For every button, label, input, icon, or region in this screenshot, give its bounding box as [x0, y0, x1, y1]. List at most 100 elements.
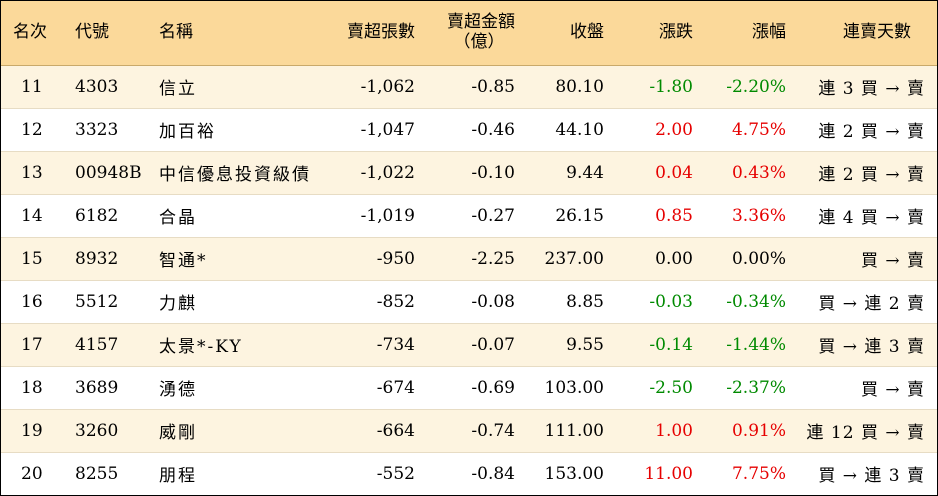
cell-net-sell-lots: -1,019 [315, 194, 423, 238]
cell-net-sell-amount: -0.85 [423, 65, 523, 109]
cell-change-pct: -2.37% [701, 366, 794, 410]
cell-change-pct: -0.34% [701, 280, 794, 324]
cell-rank: 14 [1, 194, 65, 238]
header-code[interactable]: 代號 [65, 1, 145, 66]
cell-change: 0.04 [612, 151, 701, 195]
cell-streak: 買 → 連 2 賣 [794, 280, 937, 324]
cell-change-pct: 0.00% [701, 237, 794, 281]
cell-change-pct: 0.91% [701, 409, 794, 453]
cell-code: 4303 [65, 65, 145, 109]
cell-close: 80.10 [523, 65, 612, 109]
cell-code: 5512 [65, 280, 145, 324]
table-row[interactable]: 11 4303 信立 -1,062 -0.85 80.10 -1.80 -2.20% 連 3 買… [1, 65, 937, 109]
cell-change: 0.85 [612, 194, 701, 238]
cell-rank: 19 [1, 409, 65, 453]
cell-close: 9.55 [523, 323, 612, 367]
cell-net-sell-amount: -0.69 [423, 366, 523, 410]
cell-code: 6182 [65, 194, 145, 238]
table-row[interactable]: 12 3323 加百裕 -1,047 -0.46 44.10 2.00 4.75% 連 2 買 … [1, 108, 937, 152]
cell-code: 3260 [65, 409, 145, 453]
cell-rank: 12 [1, 108, 65, 152]
cell-net-sell-amount: -0.84 [471, 463, 515, 484]
cell-code: 8932 [65, 237, 145, 281]
cell-net-sell-lots: -1,022 [315, 151, 423, 195]
header-change-pct[interactable]: 漲幅 [701, 1, 794, 66]
cell-code: 3323 [65, 108, 145, 152]
cell-streak: 連 2 買 → 賣 [794, 151, 937, 195]
table-row[interactable]: 15 8932 智通* -950 -2.25 237.00 0.00 0.00% 買 → 賣 [1, 237, 937, 281]
cell-rank: 18 [1, 366, 65, 410]
cell-name: 威剛 [145, 409, 315, 453]
cell-change: 11.00 [644, 463, 693, 484]
cell-name: 合晶 [145, 194, 315, 238]
cell-change-pct: 4.75% [701, 108, 794, 152]
cell-net-sell-lots: -950 [315, 237, 423, 281]
cell-net-sell-amount: -0.08 [423, 280, 523, 324]
table-header: 名次 代號 名稱 賣超張數 賣超金額 （億） 收盤 漲跌 漲幅 連賣天數 [1, 1, 937, 66]
cell-close: 44.10 [523, 108, 612, 152]
header-net-sell-amount[interactable]: 賣超金額 （億） [423, 1, 523, 66]
cell-net-sell-lots: -852 [315, 280, 423, 324]
table-row[interactable]: 20 8255 朋程 -552 -0.84 153.00 11.00 7.75% 買 → 連 3… [1, 452, 937, 495]
cell-rank: 13 [1, 151, 65, 195]
cell-net-sell-amount: -0.07 [423, 323, 523, 367]
table-row[interactable]: 18 3689 湧德 -674 -0.69 103.00 -2.50 -2.37% 買 → 賣 [1, 366, 937, 410]
cell-rank: 15 [1, 237, 65, 281]
cell-close: 9.44 [523, 151, 612, 195]
cell-change: -1.80 [612, 65, 701, 109]
cell-change-pct: 3.36% [701, 194, 794, 238]
cell-name: 朋程 [159, 466, 197, 487]
cell-streak: 連 12 買 → 賣 [794, 409, 937, 453]
cell-streak: 連 3 買 → 賣 [794, 65, 937, 109]
cell-name: 信立 [145, 65, 315, 109]
cell-change: -0.03 [612, 280, 701, 324]
cell-change: 2.00 [612, 108, 701, 152]
header-streak[interactable]: 連賣天數 [794, 1, 937, 66]
cell-code: 8255 [75, 463, 119, 484]
cell-streak: 買 → 連 3 賣 [794, 323, 937, 367]
cell-streak: 連 4 買 → 賣 [794, 194, 937, 238]
cell-code: 00948B [65, 151, 145, 195]
cell-streak: 買 → 賣 [794, 237, 937, 281]
cell-change: 1.00 [612, 409, 701, 453]
cell-net-sell-lots: -552 [376, 463, 415, 484]
header-rank[interactable]: 名次 [1, 1, 65, 66]
cell-close: 103.00 [523, 366, 612, 410]
header-close[interactable]: 收盤 [523, 1, 612, 66]
cell-net-sell-amount: -0.74 [423, 409, 523, 453]
cell-name: 太景*-KY [145, 323, 315, 367]
cell-net-sell-amount: -0.46 [423, 108, 523, 152]
header-name[interactable]: 名稱 [145, 1, 315, 66]
cell-rank: 11 [1, 65, 65, 109]
cell-net-sell-amount: -0.10 [423, 151, 523, 195]
cell-name: 湧德 [145, 366, 315, 410]
table-row[interactable]: 19 3260 威剛 -664 -0.74 111.00 1.00 0.91% 連 12 買 →… [1, 409, 937, 453]
table-body: 11 4303 信立 -1,062 -0.85 80.10 -1.80 -2.20% 連 3 買… [1, 65, 937, 495]
cell-close: 237.00 [523, 237, 612, 281]
table-row[interactable]: 13 00948B 中信優息投資級債 -1,022 -0.10 9.44 0.04 0.43%… [1, 151, 937, 195]
cell-close: 8.85 [523, 280, 612, 324]
cell-change-pct: 0.43% [701, 151, 794, 195]
cell-close: 111.00 [523, 409, 612, 453]
header-change[interactable]: 漲跌 [612, 1, 701, 66]
cell-rank: 20 [21, 463, 43, 484]
cell-close: 153.00 [544, 463, 604, 484]
cell-net-sell-lots: -1,047 [315, 108, 423, 152]
table-row[interactable]: 14 6182 合晶 -1,019 -0.27 26.15 0.85 3.36% 連 4 買 →… [1, 194, 937, 238]
header-net-sell-lots[interactable]: 賣超張數 [315, 1, 423, 66]
cell-net-sell-lots: -664 [315, 409, 423, 453]
cell-name: 中信優息投資級債 [145, 151, 315, 195]
cell-name: 力麒 [145, 280, 315, 324]
header-net-sell-amount-line2: （億） [453, 31, 505, 52]
cell-name: 加百裕 [145, 108, 315, 152]
cell-change-pct: 7.75% [731, 463, 786, 484]
cell-streak: 連 2 買 → 賣 [794, 108, 937, 152]
cell-net-sell-amount: -2.25 [423, 237, 523, 281]
table-row[interactable]: 17 4157 太景*-KY -734 -0.07 9.55 -0.14 -1.44% 買 → … [1, 323, 937, 367]
table-row[interactable]: 16 5512 力麒 -852 -0.08 8.85 -0.03 -0.34% 買 → 連 2 … [1, 280, 937, 324]
cell-rank: 17 [1, 323, 65, 367]
cell-net-sell-amount: -0.27 [423, 194, 523, 238]
cell-change: 0.00 [612, 237, 701, 281]
